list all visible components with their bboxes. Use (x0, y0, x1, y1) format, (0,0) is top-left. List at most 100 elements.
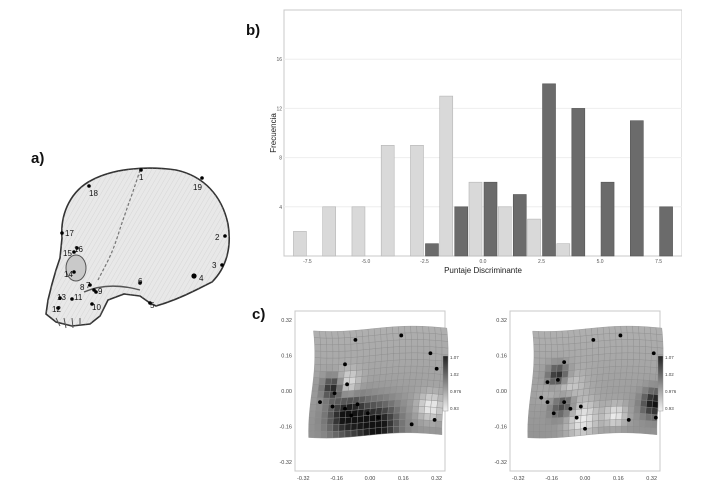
grid-cell (624, 385, 632, 393)
grid-cell (393, 352, 400, 361)
grid-cell (435, 420, 443, 429)
grid-landmark-point (330, 404, 335, 409)
grid-cell (323, 384, 332, 392)
grid-cell (650, 340, 658, 348)
grid-cell (344, 350, 352, 358)
grid-cell (598, 340, 605, 348)
grid-landmark-point (653, 415, 658, 420)
grid-cell (609, 419, 617, 427)
grid-cell (590, 374, 598, 382)
histogram-x-tick-label: -5.0 (362, 259, 371, 265)
grid-cell (419, 392, 427, 401)
grid-landmark-point (343, 362, 347, 367)
grid-y-tick-label: -0.16 (279, 425, 292, 431)
grid-cell (393, 426, 400, 434)
grid-cell (599, 399, 606, 408)
grid-cell (366, 381, 374, 390)
grid-cell (356, 415, 364, 424)
grid-cell (313, 370, 321, 379)
grid-cell (632, 325, 640, 334)
grid-cell (364, 395, 372, 403)
grid-cell (381, 347, 388, 355)
grid-landmark-point (562, 400, 567, 405)
grid-cell (430, 400, 438, 408)
grid-cell (616, 399, 624, 407)
grid-cell (551, 424, 558, 432)
grid-cell (580, 335, 587, 344)
grid-cell (375, 427, 382, 435)
grid-cell (374, 354, 382, 363)
grid-cell (586, 354, 593, 363)
grid-cell (320, 351, 328, 359)
grid-cell (435, 427, 443, 435)
grid-cell (608, 326, 616, 334)
skull-landmark-point (60, 231, 64, 235)
panel-c-label: c) (252, 306, 266, 323)
grid-cell (393, 419, 400, 427)
grid-cell (540, 404, 548, 412)
grid-cell (586, 414, 593, 422)
grid-cell (582, 394, 590, 403)
grid-scale-label: 0.976 (450, 389, 462, 394)
grid-cell (340, 397, 348, 405)
grid-cell (614, 366, 622, 374)
grid-cell (379, 367, 388, 375)
grid-y-tick-label: 0.16 (281, 353, 292, 359)
histogram-y-tick-label: 12 (276, 106, 282, 112)
grid-cell (618, 379, 627, 387)
grid-cell (622, 399, 630, 407)
grid-cell (551, 417, 558, 425)
grid-cell (586, 427, 593, 436)
grid-cell (627, 332, 634, 340)
grid-cell (562, 429, 570, 438)
grid-y-tick-label: -0.32 (494, 460, 507, 466)
grid-cell (557, 357, 564, 365)
grid-cell (374, 361, 382, 369)
grid-cell (320, 344, 328, 352)
histogram-x-tick-label: 5.0 (597, 259, 604, 265)
grid-cell (381, 353, 388, 362)
grid-cell (544, 337, 552, 345)
grid-cell (545, 411, 553, 419)
grid-cell (538, 337, 546, 345)
grid-cell (386, 333, 394, 341)
grid-x-tick-label: -0.32 (297, 476, 310, 482)
grid-cell (579, 328, 587, 337)
grid-cell (608, 366, 616, 374)
grid-landmark-point (432, 417, 437, 422)
grid-cell (568, 343, 576, 351)
grid-cell (561, 330, 569, 338)
histogram-plot-area (283, 9, 682, 257)
grid-cell (441, 333, 449, 342)
skull-landmark-label: 15 (63, 249, 72, 258)
grid-cell (550, 371, 557, 379)
grid-cell (621, 345, 629, 354)
skull-landmark-point (87, 184, 91, 188)
grid-cell (383, 386, 391, 395)
grid-cell (411, 352, 418, 360)
grid-cell (370, 401, 378, 409)
grid-cell (626, 325, 634, 333)
grid-cell (401, 392, 409, 400)
grid-cell (603, 339, 611, 348)
grid-cell (555, 330, 563, 339)
grid-cell (435, 340, 443, 348)
grid-cell (367, 328, 375, 337)
grid-y-tick-label: -0.32 (279, 460, 292, 466)
skull-landmark-point (70, 297, 74, 301)
grid-cell (608, 372, 616, 381)
grid-scale-label: 1.07 (665, 355, 674, 360)
grid-cell (572, 375, 580, 384)
grid-cell (344, 430, 352, 438)
grid-cell (539, 424, 546, 432)
grid-cell (417, 339, 425, 347)
grid-cell (542, 384, 550, 392)
grid-cell (393, 406, 401, 414)
grid-cell (338, 337, 346, 345)
grid-cell (348, 383, 356, 391)
grid-cell (529, 397, 537, 405)
skull-landmark-point (88, 283, 92, 287)
grid-cell (640, 393, 648, 401)
grid-cell (650, 420, 658, 429)
grid-cell (387, 406, 395, 414)
